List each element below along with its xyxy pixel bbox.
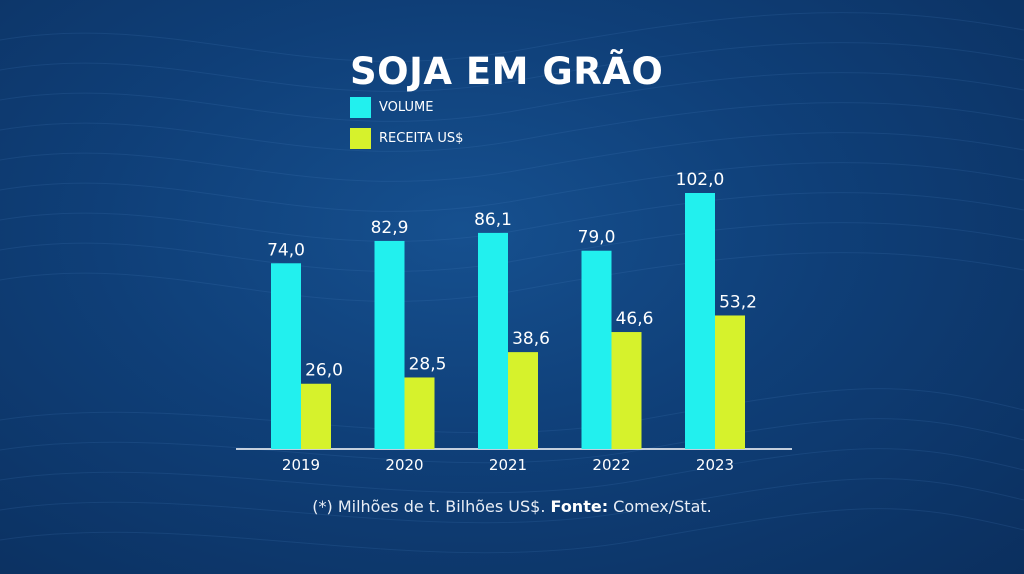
value-label-receita-2019: 26,0 — [305, 361, 343, 381]
value-label-receita-2020: 28,5 — [409, 354, 447, 374]
chart-title: SOJA EM GRÃO — [350, 50, 664, 93]
value-label-receita-2023: 53,2 — [719, 292, 757, 312]
value-label-receita-2022: 46,6 — [616, 309, 654, 329]
value-label-volume-2019: 74,0 — [267, 240, 305, 260]
value-label-volume-2023: 102,0 — [676, 170, 725, 190]
legend-item-receita: RECEITA US$ — [350, 127, 463, 149]
legend-label-receita: RECEITA US$ — [379, 130, 464, 146]
value-label-volume-2022: 79,0 — [578, 228, 616, 248]
legend-item-volume: VOLUME — [350, 96, 433, 118]
x-tick-label-2022: 2022 — [592, 456, 630, 474]
bar-volume-2020 — [374, 240, 405, 449]
bar-receita-2020 — [404, 377, 435, 449]
bar-receita-2019 — [301, 383, 331, 449]
bar-volume-2022 — [581, 250, 612, 449]
x-tick-label-2021: 2021 — [489, 456, 527, 474]
value-label-volume-2020: 82,9 — [371, 218, 409, 238]
bar-volume-2019 — [271, 263, 301, 449]
bar-receita-2022 — [611, 332, 642, 449]
bar-receita-2021 — [508, 352, 538, 449]
value-label-volume-2021: 86,1 — [474, 210, 512, 230]
x-tick-label-2019: 2019 — [282, 456, 320, 474]
footnote-source-label: Fonte: — [550, 497, 609, 516]
legend-swatch-volume — [350, 96, 371, 118]
footnote-units: (*) Milhões de t. Bilhões US$. — [312, 497, 551, 516]
bar-receita-2023 — [715, 315, 745, 449]
value-label-receita-2021: 38,6 — [512, 329, 550, 349]
bar-volume-2023 — [685, 193, 715, 449]
footnote-source: Comex/Stat. — [608, 497, 712, 516]
bar-volume-2021 — [478, 232, 508, 449]
x-tick-label-2020: 2020 — [385, 456, 423, 474]
legend-swatch-receita — [350, 127, 371, 149]
legend-label-volume: VOLUME — [379, 99, 434, 115]
footnote: (*) Milhões de t. Bilhões US$. Fonte: Co… — [0, 497, 1024, 516]
x-tick-label-2023: 2023 — [696, 456, 734, 474]
